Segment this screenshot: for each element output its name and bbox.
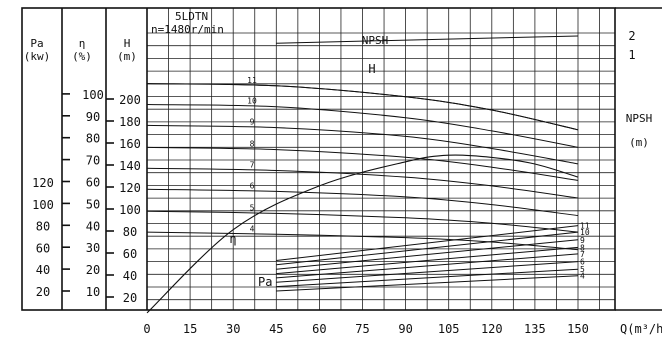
head-curve-label-9: 9 (250, 118, 255, 127)
head-tick-label: 40 (123, 269, 137, 283)
x-tick-label: 45 (269, 322, 283, 336)
x-tick-label: 150 (567, 322, 589, 336)
x-axis-label: Q(m³/h) (620, 322, 662, 336)
head-tick-label: 60 (123, 247, 137, 261)
head-curve-label-10: 10 (247, 97, 257, 106)
head-curve-6 (146, 188, 579, 217)
head-curve-4 (146, 231, 579, 251)
power-curve-8 (276, 246, 579, 275)
head-curve-5 (146, 210, 579, 233)
eff-tick-label: 80 (86, 132, 100, 146)
npsh-tick-label: 1 (628, 48, 635, 62)
eff-tick-label: 20 (86, 263, 100, 277)
head-curve-label: H (368, 62, 375, 76)
x-tick-label: 0 (143, 322, 150, 336)
head-tick-label: 100 (119, 203, 141, 217)
head-curve-8 (146, 146, 579, 181)
power-curve-4 (276, 275, 579, 292)
pa-tick-label: 40 (36, 263, 50, 277)
npsh-axis-label: NPSH (626, 112, 653, 125)
power-curve-label-5: 5 (580, 265, 585, 274)
power-curve-11 (276, 225, 579, 261)
head-curve-label-11: 11 (247, 76, 257, 85)
head-curve-label-8: 8 (250, 140, 255, 149)
head-curve-label-5: 5 (250, 203, 255, 212)
head-curve-10 (146, 104, 579, 148)
head-tick-label: 140 (119, 159, 141, 173)
eff-tick-label: 90 (86, 110, 100, 124)
power-curve-label-7: 7 (580, 250, 585, 259)
head-curve-9 (146, 124, 579, 165)
labels: 5LDTN n=1480r/min Pa(kw)η(%)H(m)NPSH(m)2… (24, 10, 662, 336)
efficiency-curve-label: η (229, 232, 236, 246)
head-tick-label: 80 (123, 225, 137, 239)
head-axis-label: H (124, 37, 131, 50)
power-curve-6 (276, 261, 579, 283)
pa-tick-label: 20 (36, 285, 50, 299)
power-curve-label-10: 10 (580, 228, 590, 237)
eff-tick-label: 60 (86, 176, 100, 190)
npsh-tick-label: 2 (628, 29, 635, 43)
eff-tick-label: 10 (86, 285, 100, 299)
power-curve-7 (276, 253, 579, 279)
x-tick-label: 120 (481, 322, 503, 336)
npsh-curve (276, 35, 579, 44)
power-curve-label-11: 11 (580, 222, 590, 231)
power-curve-label-6: 6 (580, 258, 585, 267)
pa-axis-unit: (kw) (24, 50, 51, 63)
head-curve-7 (146, 167, 579, 199)
eff-axis-unit: (%) (72, 50, 92, 63)
eff-tick-label: 100 (82, 88, 104, 102)
plot-frame (21, 7, 616, 311)
pa-tick-label: 100 (32, 198, 54, 212)
eff-tick-label: 40 (86, 219, 100, 233)
head-curve-label-6: 6 (250, 181, 255, 190)
eff-axis-label: η (79, 37, 86, 50)
eff-tick-label: 30 (86, 241, 100, 255)
chart-subtitle: n=1480r/min (151, 23, 224, 36)
power-curve-label-8: 8 (580, 243, 585, 252)
eff-tick-label: 70 (86, 154, 100, 168)
head-axis-unit: (m) (117, 50, 137, 63)
head-tick-label: 160 (119, 137, 141, 151)
pa-tick-label: 80 (36, 220, 50, 234)
x-tick-label: 75 (355, 322, 369, 336)
pa-axis-label: Pa (30, 37, 43, 50)
head-tick-label: 200 (119, 93, 141, 107)
pa-tick-label: 120 (32, 176, 54, 190)
axes (21, 7, 662, 311)
power-curve-label-9: 9 (580, 236, 585, 245)
x-tick-label: 105 (438, 322, 460, 336)
x-tick-label: 15 (183, 322, 197, 336)
npsh-curve-label: NPSH (362, 34, 389, 47)
efficiency-curve (146, 154, 579, 314)
x-tick-label: 90 (398, 322, 412, 336)
power-curve-10 (276, 231, 579, 266)
x-tick-label: 60 (312, 322, 326, 336)
head-tick-label: 20 (123, 291, 137, 305)
head-tick-label: 120 (119, 181, 141, 195)
x-tick-label: 30 (226, 322, 240, 336)
head-curve-label-4: 4 (250, 224, 255, 233)
npsh-axis-unit: (m) (629, 136, 649, 149)
curves (146, 35, 579, 314)
power-curve-9 (276, 239, 579, 270)
head-curve-label-7: 7 (250, 161, 255, 170)
chart-title: 5LDTN (175, 10, 208, 23)
eff-tick-label: 50 (86, 197, 100, 211)
pa-tick-label: 60 (36, 241, 50, 255)
power-curve-label: Pa (258, 275, 272, 289)
head-tick-label: 180 (119, 115, 141, 129)
power-curve-label-4: 4 (580, 272, 585, 281)
head-curve-11 (146, 83, 579, 131)
power-curve-5 (276, 268, 579, 288)
x-tick-label: 135 (524, 322, 546, 336)
